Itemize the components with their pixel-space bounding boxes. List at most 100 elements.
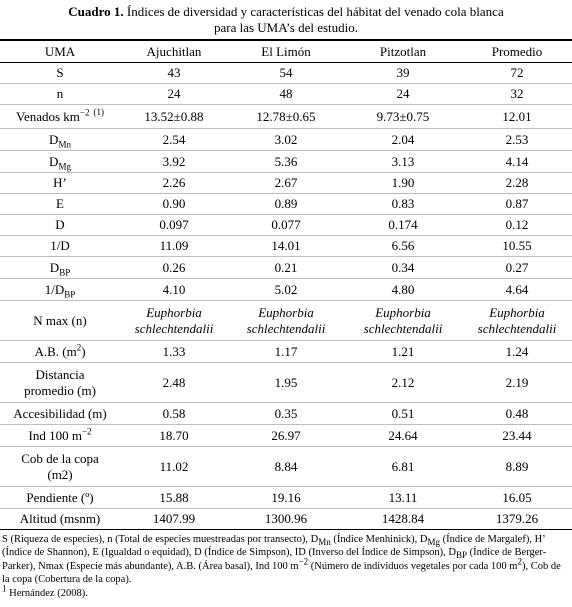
species-name-line: schlechtendalii <box>134 320 214 336</box>
table-row: DBP 0.26 0.21 0.34 0.27 <box>0 257 572 279</box>
table-cell: 1.33 <box>162 343 186 359</box>
row-label: E <box>0 194 120 215</box>
species-name-line: schlechtendalii <box>363 320 443 336</box>
table-row: H’ 2.26 2.67 1.90 2.28 <box>0 173 572 194</box>
table-cell: 0.89 <box>274 196 298 211</box>
row-label: Distancia promedio (m) <box>0 363 120 403</box>
table-row: A.B. (m2) 1.33 1.17 1.21 1.24 <box>0 341 572 363</box>
table-row: N max (n) Euphorbia schlechtendalii Euphorb… <box>0 301 572 341</box>
table-cell: 39 <box>396 65 410 80</box>
diversity-table: UMA Ajuchitlan El Limón Pitzotlan Promed… <box>0 39 572 530</box>
table-row: 1/DBP 4.10 5.02 4.80 4.64 <box>0 279 572 301</box>
table-cell: 1.21 <box>391 343 415 359</box>
row-label: DMg <box>0 151 120 173</box>
row-label: DMn <box>0 129 120 151</box>
row-label: H’ <box>0 173 120 194</box>
fn-sub-mg: Mg <box>427 537 441 548</box>
row-label-text: Altitud (msnm) <box>19 511 101 526</box>
table-cell: 0.34 <box>391 259 415 275</box>
table-cell: 1.24 <box>505 343 529 359</box>
table-caption: Cuadro 1. Índices de diversidad y caract… <box>0 0 572 36</box>
table-cell: 2.48 <box>162 374 186 390</box>
table-cell: 9.73±0.75 <box>376 108 430 124</box>
table-cell: 0.51 <box>391 405 415 421</box>
table-cell: 1300.96 <box>264 511 308 526</box>
table-cell: 13.11 <box>388 489 418 505</box>
table-cell: 6.81 <box>391 458 415 474</box>
row-label-text: S <box>56 65 64 80</box>
row-label: Ind 100 m−2 <box>0 425 120 447</box>
table-cell: 2.53 <box>505 131 529 147</box>
caption-text-1: Índices de diversidad y características … <box>126 4 504 19</box>
row-label-text: 1/D <box>50 238 70 253</box>
table-cell: 2.26 <box>162 175 186 190</box>
row-label-text: E <box>56 196 64 211</box>
row-label: DBP <box>0 257 120 279</box>
table-cell: 12.78±0.65 <box>256 108 316 124</box>
table-cell: 0.097 <box>159 217 189 232</box>
row-label: 1/D <box>0 236 120 257</box>
table-cell: 16.05 <box>502 489 532 505</box>
table-cell: 8.89 <box>505 458 529 474</box>
fn-sup-m2: 2 <box>517 556 522 567</box>
row-label-subscript: Mg <box>58 161 71 172</box>
table-cell: 2.67 <box>274 175 298 190</box>
row-label: D <box>0 215 120 236</box>
table-cell: Euphorbia schlechtendalii <box>120 301 228 341</box>
abbreviations-note: S (Riqueza de especies), n (Total de esp… <box>2 533 568 586</box>
row-label-text: Accesibilidad (m) <box>13 405 107 421</box>
row-label-tail: ) <box>81 343 86 359</box>
caption-line-1: Cuadro 1. Índices de diversidad y caract… <box>0 4 572 20</box>
table-row: S 43 54 39 72 <box>0 63 572 84</box>
table-cell: 4.80 <box>391 281 415 297</box>
table-cell: 4.14 <box>505 153 529 169</box>
table-cell: 11.09 <box>159 238 189 253</box>
row-label-line: Cob de la copa <box>21 450 99 466</box>
table-cell: 26.97 <box>271 427 301 443</box>
caption-line-2: para las UMA’s del estudio. <box>213 20 359 35</box>
table-row: E 0.90 0.89 0.83 0.87 <box>0 194 572 215</box>
row-label-line: (m2) <box>47 466 73 482</box>
table-cell: 4.10 <box>162 281 186 297</box>
table-cell: 2.04 <box>391 131 415 147</box>
fn-sup-ind: −2 <box>298 556 309 567</box>
fn-text-3: (Índice de Margalef), H’ (Índice de Shan… <box>2 534 545 559</box>
species-name-line: schlechtendalii <box>246 320 326 336</box>
table-cell: 0.12 <box>505 217 529 232</box>
row-label-text: D <box>49 259 60 275</box>
species-name-line: Euphorbia <box>258 304 314 320</box>
table-cell: 3.92 <box>162 153 186 169</box>
table-row: Cob de la copa (m2) 11.02 8.84 6.81 8.89 <box>0 447 572 487</box>
fn-text-2: (Índice Menhinick), D <box>330 534 428 545</box>
reference-number: 1 <box>2 583 7 594</box>
row-label: Cob de la copa (m2) <box>0 447 120 487</box>
row-label: N max (n) <box>0 301 120 341</box>
row-label-text: N max (n) <box>33 312 87 328</box>
table-cell: 1.90 <box>391 175 415 190</box>
header-uma: UMA <box>44 43 76 59</box>
row-label-subscript: BP <box>59 267 71 278</box>
row-label: Pendiente (º) <box>0 487 120 509</box>
table-cell: 5.36 <box>274 153 298 169</box>
table-cell: 24 <box>396 86 410 101</box>
reference-text: Hernández (2008). <box>9 588 88 600</box>
table-cell: 1428.84 <box>381 511 425 526</box>
table-cell: 0.35 <box>274 405 298 421</box>
table-cell: 2.19 <box>505 374 529 390</box>
row-label-line: Distancia <box>35 366 85 382</box>
table-row: Altitud (msnm) 1407.99 1300.96 1428.84 1379.… <box>0 509 572 530</box>
row-label: n <box>0 84 120 105</box>
table-row: D 0.097 0.077 0.174 0.12 <box>0 215 572 236</box>
row-label-text: D <box>49 153 59 169</box>
table-cell: 1.95 <box>274 374 298 390</box>
table-cell: 1.17 <box>274 343 298 359</box>
row-label-text: Pendiente (º) <box>26 489 94 505</box>
table-cell: 0.077 <box>271 217 301 232</box>
table-cell: 3.13 <box>391 153 415 169</box>
species-name-line: schlechtendalii <box>477 320 557 336</box>
table-row: Pendiente (º) 15.88 19.16 13.11 16.05 <box>0 487 572 509</box>
table-row: n 24 48 24 32 <box>0 84 572 105</box>
table-header-row: UMA Ajuchitlan El Limón Pitzotlan Promed… <box>0 40 572 63</box>
fn-sub-mn: Mn <box>318 537 331 548</box>
